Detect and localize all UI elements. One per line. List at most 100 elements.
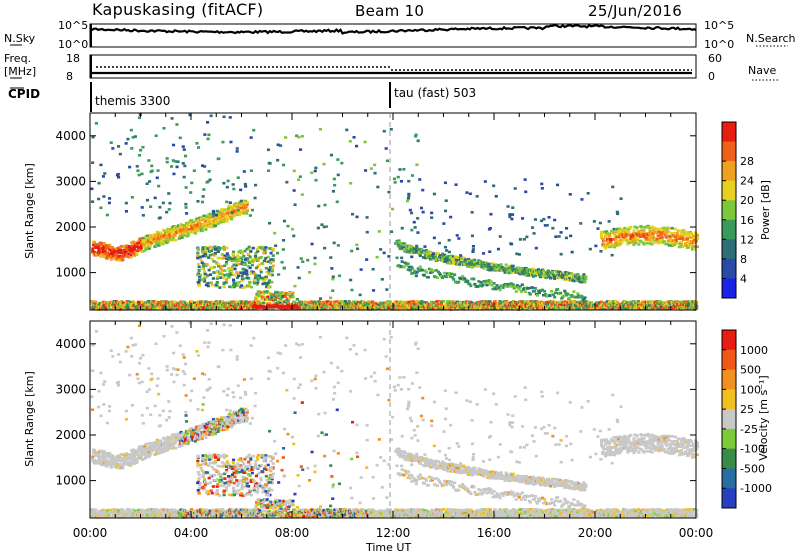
power-point	[564, 236, 568, 240]
power-point	[151, 235, 155, 238]
power-point	[650, 242, 654, 246]
power-point	[313, 256, 317, 260]
power-point	[406, 197, 410, 200]
power-point	[316, 226, 320, 230]
power-point	[117, 175, 121, 179]
power-point	[154, 234, 158, 238]
power-point	[146, 234, 150, 238]
power-point	[128, 303, 132, 306]
power-point	[162, 127, 166, 130]
power-point	[297, 135, 301, 139]
power-point	[180, 234, 184, 238]
power-point	[170, 230, 174, 234]
power-point	[128, 300, 132, 304]
power-point	[270, 273, 274, 277]
power-point	[165, 157, 169, 160]
power-point	[455, 234, 459, 237]
power-point	[203, 224, 207, 228]
power-point	[259, 270, 263, 274]
power-point	[130, 147, 134, 150]
power-point	[177, 230, 181, 233]
cpid-segment-2: tau (fast) 503	[394, 86, 476, 100]
power-point	[382, 251, 386, 255]
power-point	[196, 247, 200, 250]
power-point	[108, 253, 112, 257]
power-point	[218, 286, 222, 289]
power-point	[165, 229, 169, 232]
power-point	[200, 226, 204, 229]
nsky-tick-bottom: 10^0	[58, 38, 88, 51]
power-point	[292, 169, 296, 173]
power-point	[566, 292, 570, 296]
power-point	[210, 219, 214, 223]
power-point	[231, 183, 235, 186]
power-point	[182, 175, 186, 179]
power-point	[241, 200, 245, 204]
power-point	[239, 211, 243, 214]
power-point	[203, 251, 207, 255]
power-point	[662, 240, 666, 243]
power-point	[445, 249, 449, 252]
power-point	[329, 153, 333, 157]
power-point	[416, 231, 420, 234]
power-point	[165, 210, 169, 214]
power-point	[583, 280, 587, 284]
power-point	[228, 267, 232, 270]
power-point	[514, 290, 518, 293]
power-point	[258, 256, 262, 260]
power-point	[277, 273, 281, 276]
power-point	[235, 150, 239, 153]
power-point	[99, 307, 103, 311]
power-point	[199, 255, 203, 259]
power-point	[170, 307, 174, 311]
power-point	[239, 199, 243, 203]
power-point	[223, 264, 227, 268]
power-point	[243, 249, 247, 253]
power-point	[200, 278, 204, 282]
power-point	[291, 291, 295, 295]
power-point	[405, 262, 409, 265]
power-point	[107, 201, 111, 205]
power-point	[214, 283, 218, 287]
power-point	[253, 254, 257, 258]
power-point	[363, 140, 367, 144]
power-point	[197, 228, 201, 232]
power-point	[170, 165, 174, 168]
power-point	[240, 274, 244, 277]
power-point	[239, 259, 243, 262]
power-point	[119, 302, 123, 306]
power-point	[155, 300, 159, 303]
power-point	[449, 215, 453, 219]
power-point	[230, 217, 234, 221]
power-point	[128, 248, 132, 252]
power-point	[447, 238, 451, 242]
power-point	[102, 303, 106, 307]
power-point	[256, 250, 260, 253]
power-point	[635, 226, 639, 230]
power-point	[93, 241, 97, 244]
power-point	[230, 265, 234, 268]
power-point	[119, 308, 123, 311]
power-point	[136, 243, 140, 246]
power-point	[130, 253, 134, 257]
power-point	[262, 246, 266, 250]
power-point	[611, 185, 615, 189]
power-point	[184, 202, 188, 206]
power-point	[176, 225, 180, 229]
power-point	[423, 245, 427, 248]
power-point	[217, 248, 221, 252]
power-point	[265, 260, 269, 263]
power-point	[205, 181, 209, 184]
power-point	[531, 267, 535, 271]
power-point	[255, 247, 259, 251]
power-point	[154, 242, 158, 245]
power-point	[415, 163, 419, 166]
power-point	[245, 201, 249, 204]
power-point	[534, 246, 538, 250]
power-point	[250, 208, 254, 212]
power-point	[162, 237, 166, 241]
power-point	[207, 218, 211, 221]
power-point	[557, 235, 561, 238]
power-point	[227, 267, 231, 270]
